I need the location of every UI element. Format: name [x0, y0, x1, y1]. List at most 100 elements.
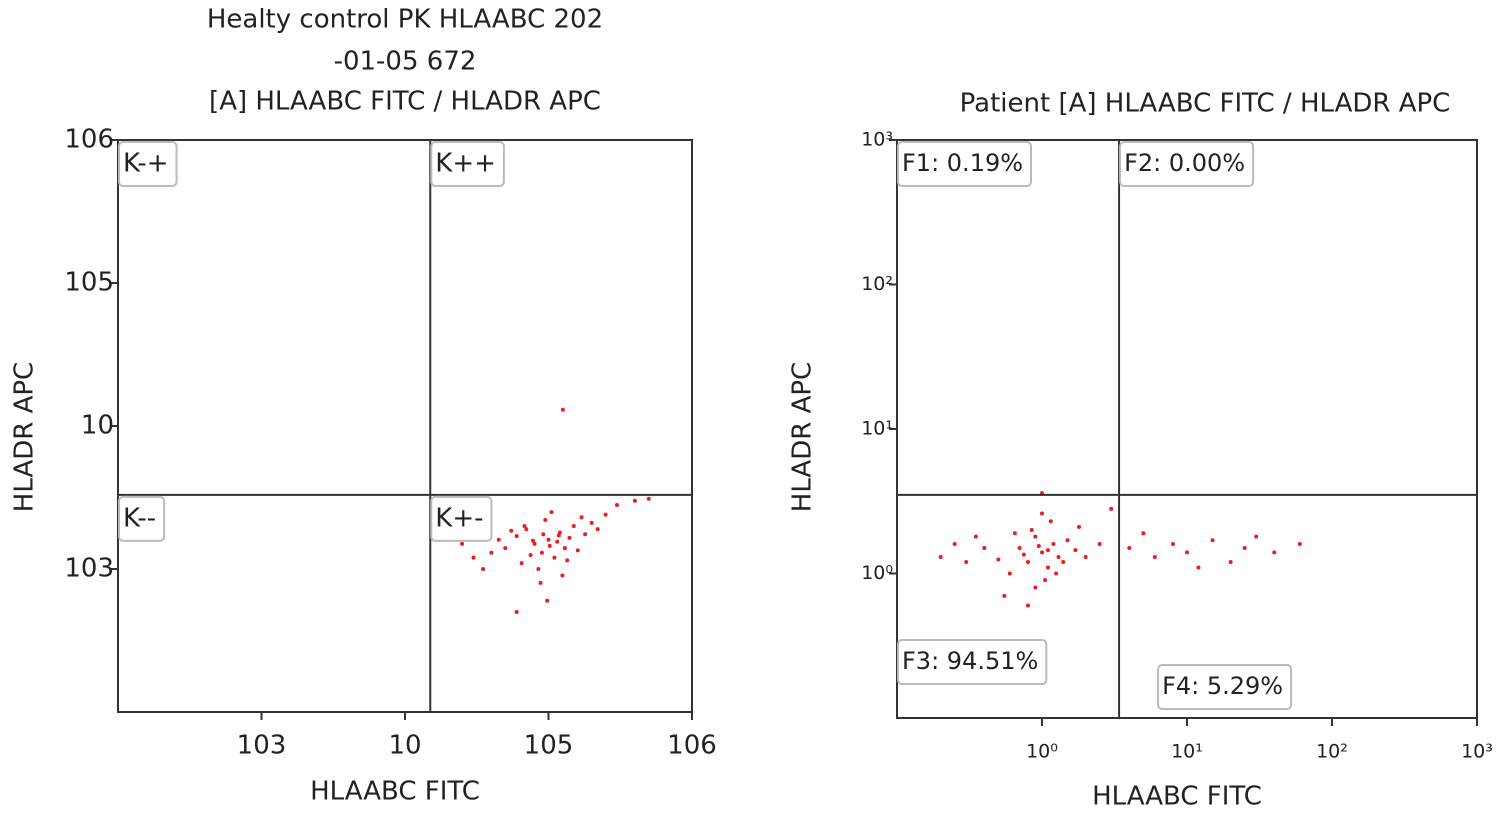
event-dot — [509, 528, 514, 533]
event-dot — [556, 533, 561, 538]
quadrant-label: F4: 5.29% — [1162, 672, 1283, 700]
event-dot — [532, 541, 537, 546]
event-dot — [1017, 546, 1022, 551]
x-tick-label: 10³ — [1461, 741, 1493, 763]
event-dot — [536, 567, 541, 571]
event-dot — [519, 561, 524, 566]
event-dot — [1040, 511, 1044, 516]
event-dot — [1170, 542, 1175, 547]
event-dot — [1254, 534, 1259, 539]
event-dot — [982, 546, 987, 551]
event-dot — [1228, 560, 1233, 565]
event-dot — [579, 515, 584, 520]
event-dot — [1046, 548, 1051, 553]
event-dot — [489, 550, 494, 555]
chart-title: Patient [A] HLAABC FITC / HLADR APC — [960, 89, 1451, 119]
event-dot — [1185, 550, 1189, 555]
y-tick-label: 10⁰ — [861, 562, 893, 584]
event-dot — [603, 512, 608, 517]
y-tick-label: 10² — [861, 273, 893, 295]
event-dot — [541, 532, 546, 537]
event-dot — [1109, 506, 1114, 511]
event-dot — [552, 555, 557, 560]
event-dot — [1043, 578, 1048, 583]
plot-frame — [896, 139, 1478, 719]
plot-frame — [117, 139, 693, 713]
event-dot — [567, 535, 572, 540]
event-dot — [562, 546, 567, 551]
event-dot — [1083, 555, 1088, 560]
quadrant-label-box — [1119, 141, 1255, 187]
quadrant-label: F1: 0.19% — [902, 149, 1023, 177]
event-dot — [538, 580, 543, 585]
event-dot — [1097, 542, 1102, 547]
event-dot — [1029, 528, 1034, 533]
event-dot — [531, 538, 536, 543]
event-dot — [560, 573, 565, 578]
event-dot — [1056, 555, 1061, 560]
event-dot — [646, 496, 651, 501]
event-dot — [1040, 550, 1044, 555]
event-dot — [549, 510, 554, 515]
event-dot — [632, 498, 637, 503]
event-dot — [1051, 542, 1056, 547]
chart-title: -01-05 672 — [334, 47, 477, 77]
quadrant-label-box — [430, 495, 493, 542]
quadrant-label: K-+ — [123, 149, 169, 179]
event-dot — [1054, 571, 1059, 576]
event-dot — [614, 503, 619, 508]
event-dot — [545, 598, 550, 603]
event-dot — [1127, 546, 1132, 551]
event-dot — [595, 527, 600, 532]
event-dot — [1073, 548, 1078, 553]
event-dot — [1012, 531, 1017, 536]
event-dot — [973, 534, 978, 539]
event-dot — [1272, 550, 1277, 555]
event-dot — [547, 543, 552, 548]
x-tick-label: 10² — [1316, 741, 1348, 763]
event-dot — [1033, 534, 1038, 539]
event-dot — [938, 555, 943, 560]
event-dot — [560, 407, 565, 412]
event-dot — [546, 537, 551, 542]
chart-title: [A] HLAABC FITC / HLADR APC — [209, 87, 601, 117]
event-dot — [1297, 542, 1302, 547]
x-axis-label: HLAABC FITC — [1092, 782, 1262, 812]
event-dot — [1152, 555, 1157, 560]
quadrant-label: K-- — [123, 503, 156, 533]
event-dot — [1025, 603, 1030, 608]
y-tick-label: 10³ — [861, 129, 893, 151]
y-axis-label: HLADR APC — [788, 362, 818, 512]
event-dot — [1065, 538, 1070, 543]
y-tick-label: 106 — [64, 125, 114, 155]
quadrant-label-box — [118, 495, 166, 542]
event-dot — [496, 537, 501, 542]
event-dot — [514, 534, 519, 539]
x-tick-label: 10 — [388, 731, 421, 761]
event-dot — [583, 532, 588, 537]
x-axis-label: HLAABC FITC — [310, 777, 480, 807]
event-dot — [1196, 565, 1201, 570]
y-tick-label: 10¹ — [861, 418, 893, 440]
x-tick-label: 105 — [524, 731, 574, 761]
event-dot — [1077, 524, 1082, 529]
event-dot — [1141, 531, 1146, 536]
event-dot — [543, 518, 548, 523]
quadrant-label: F3: 94.51% — [902, 647, 1038, 675]
event-dot — [1033, 585, 1038, 590]
y-tick-label: 10 — [81, 411, 114, 441]
event-dot — [589, 520, 594, 525]
quadrant-label-box — [118, 141, 178, 187]
event-dot — [522, 523, 527, 528]
event-dot — [575, 548, 580, 553]
event-dot — [1025, 560, 1030, 565]
event-dot — [539, 550, 544, 555]
event-dot — [571, 523, 576, 528]
event-dot — [471, 555, 476, 560]
quadrant-label: K++ — [435, 149, 496, 179]
event-dot — [481, 567, 486, 571]
quadrant-label-box — [897, 141, 1033, 187]
event-dot — [1046, 565, 1051, 570]
event-dot — [952, 542, 957, 547]
